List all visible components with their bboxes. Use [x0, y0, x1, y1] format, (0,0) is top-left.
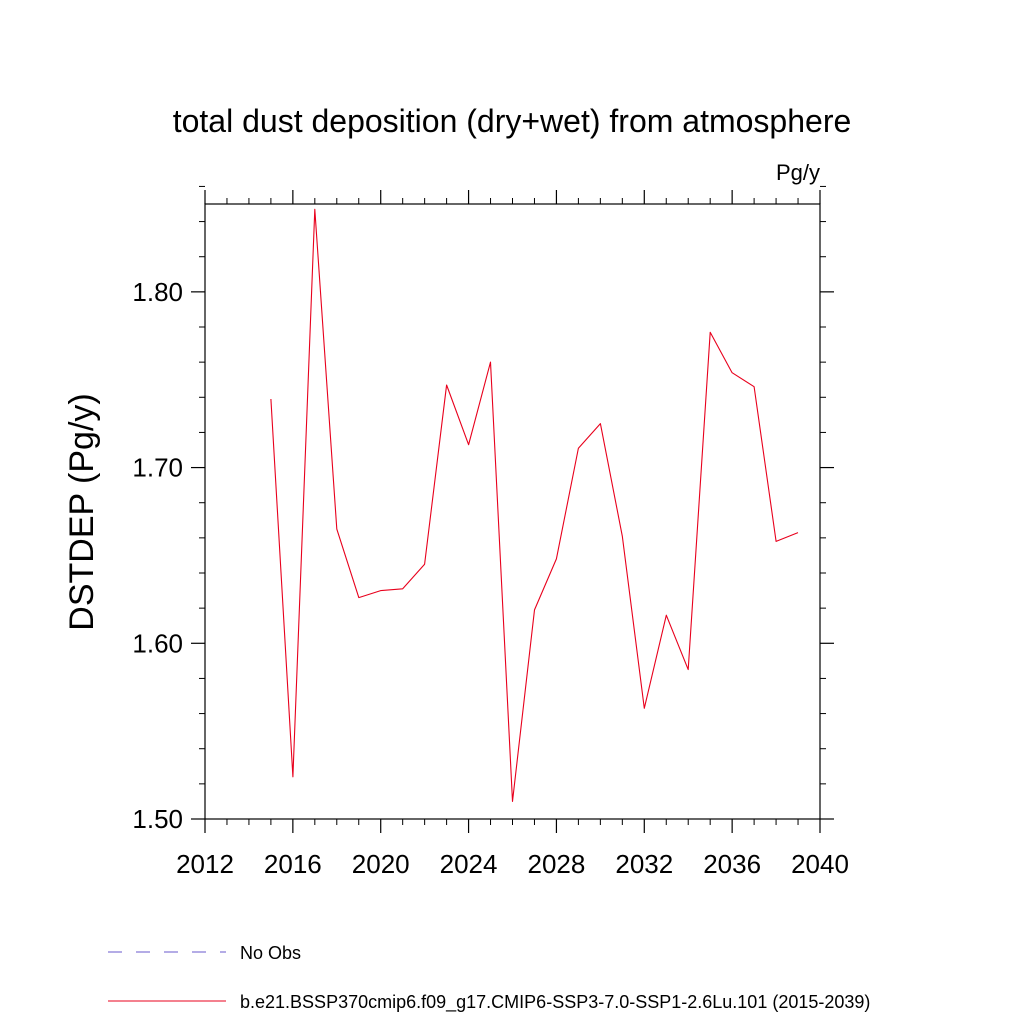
- series-line: [270, 208, 799, 802]
- x-tick-label: 2016: [264, 849, 322, 879]
- x-tick-label: 2032: [615, 849, 673, 879]
- x-tick-label: 2020: [352, 849, 410, 879]
- y-tick-label: 1.60: [132, 628, 183, 658]
- y-tick-label: 1.50: [132, 804, 183, 834]
- x-tick-labels: 2012 2016 2020 2024 2028 2032 2036 2040: [176, 849, 849, 879]
- axis-ticks: [191, 185, 834, 833]
- chart-title: total dust deposition (dry+wet) from atm…: [173, 103, 852, 139]
- x-tick-label: 2040: [791, 849, 849, 879]
- x-tick-label: 2036: [703, 849, 761, 879]
- legend-label-0: No Obs: [240, 943, 301, 963]
- x-tick-label: 2024: [440, 849, 498, 879]
- plot-frame: [204, 203, 821, 820]
- x-tick-label: 2012: [176, 849, 234, 879]
- legend-label-1: b.e21.BSSP370cmip6.f09_g17.CMIP6-SSP3-7.…: [240, 992, 870, 1013]
- y-tick-label: 1.70: [132, 453, 183, 483]
- y-tick-labels: 1.50 1.60 1.70 1.80: [132, 277, 183, 834]
- y-tick-label: 1.80: [132, 277, 183, 307]
- series-layer: [270, 208, 799, 802]
- y-axis-label: DSTDEP (Pg/y): [63, 393, 101, 630]
- legend: No Obs b.e21.BSSP370cmip6.f09_g17.CMIP6-S…: [108, 943, 870, 1013]
- x-tick-label: 2028: [528, 849, 586, 879]
- units-label: Pg/y: [776, 160, 820, 185]
